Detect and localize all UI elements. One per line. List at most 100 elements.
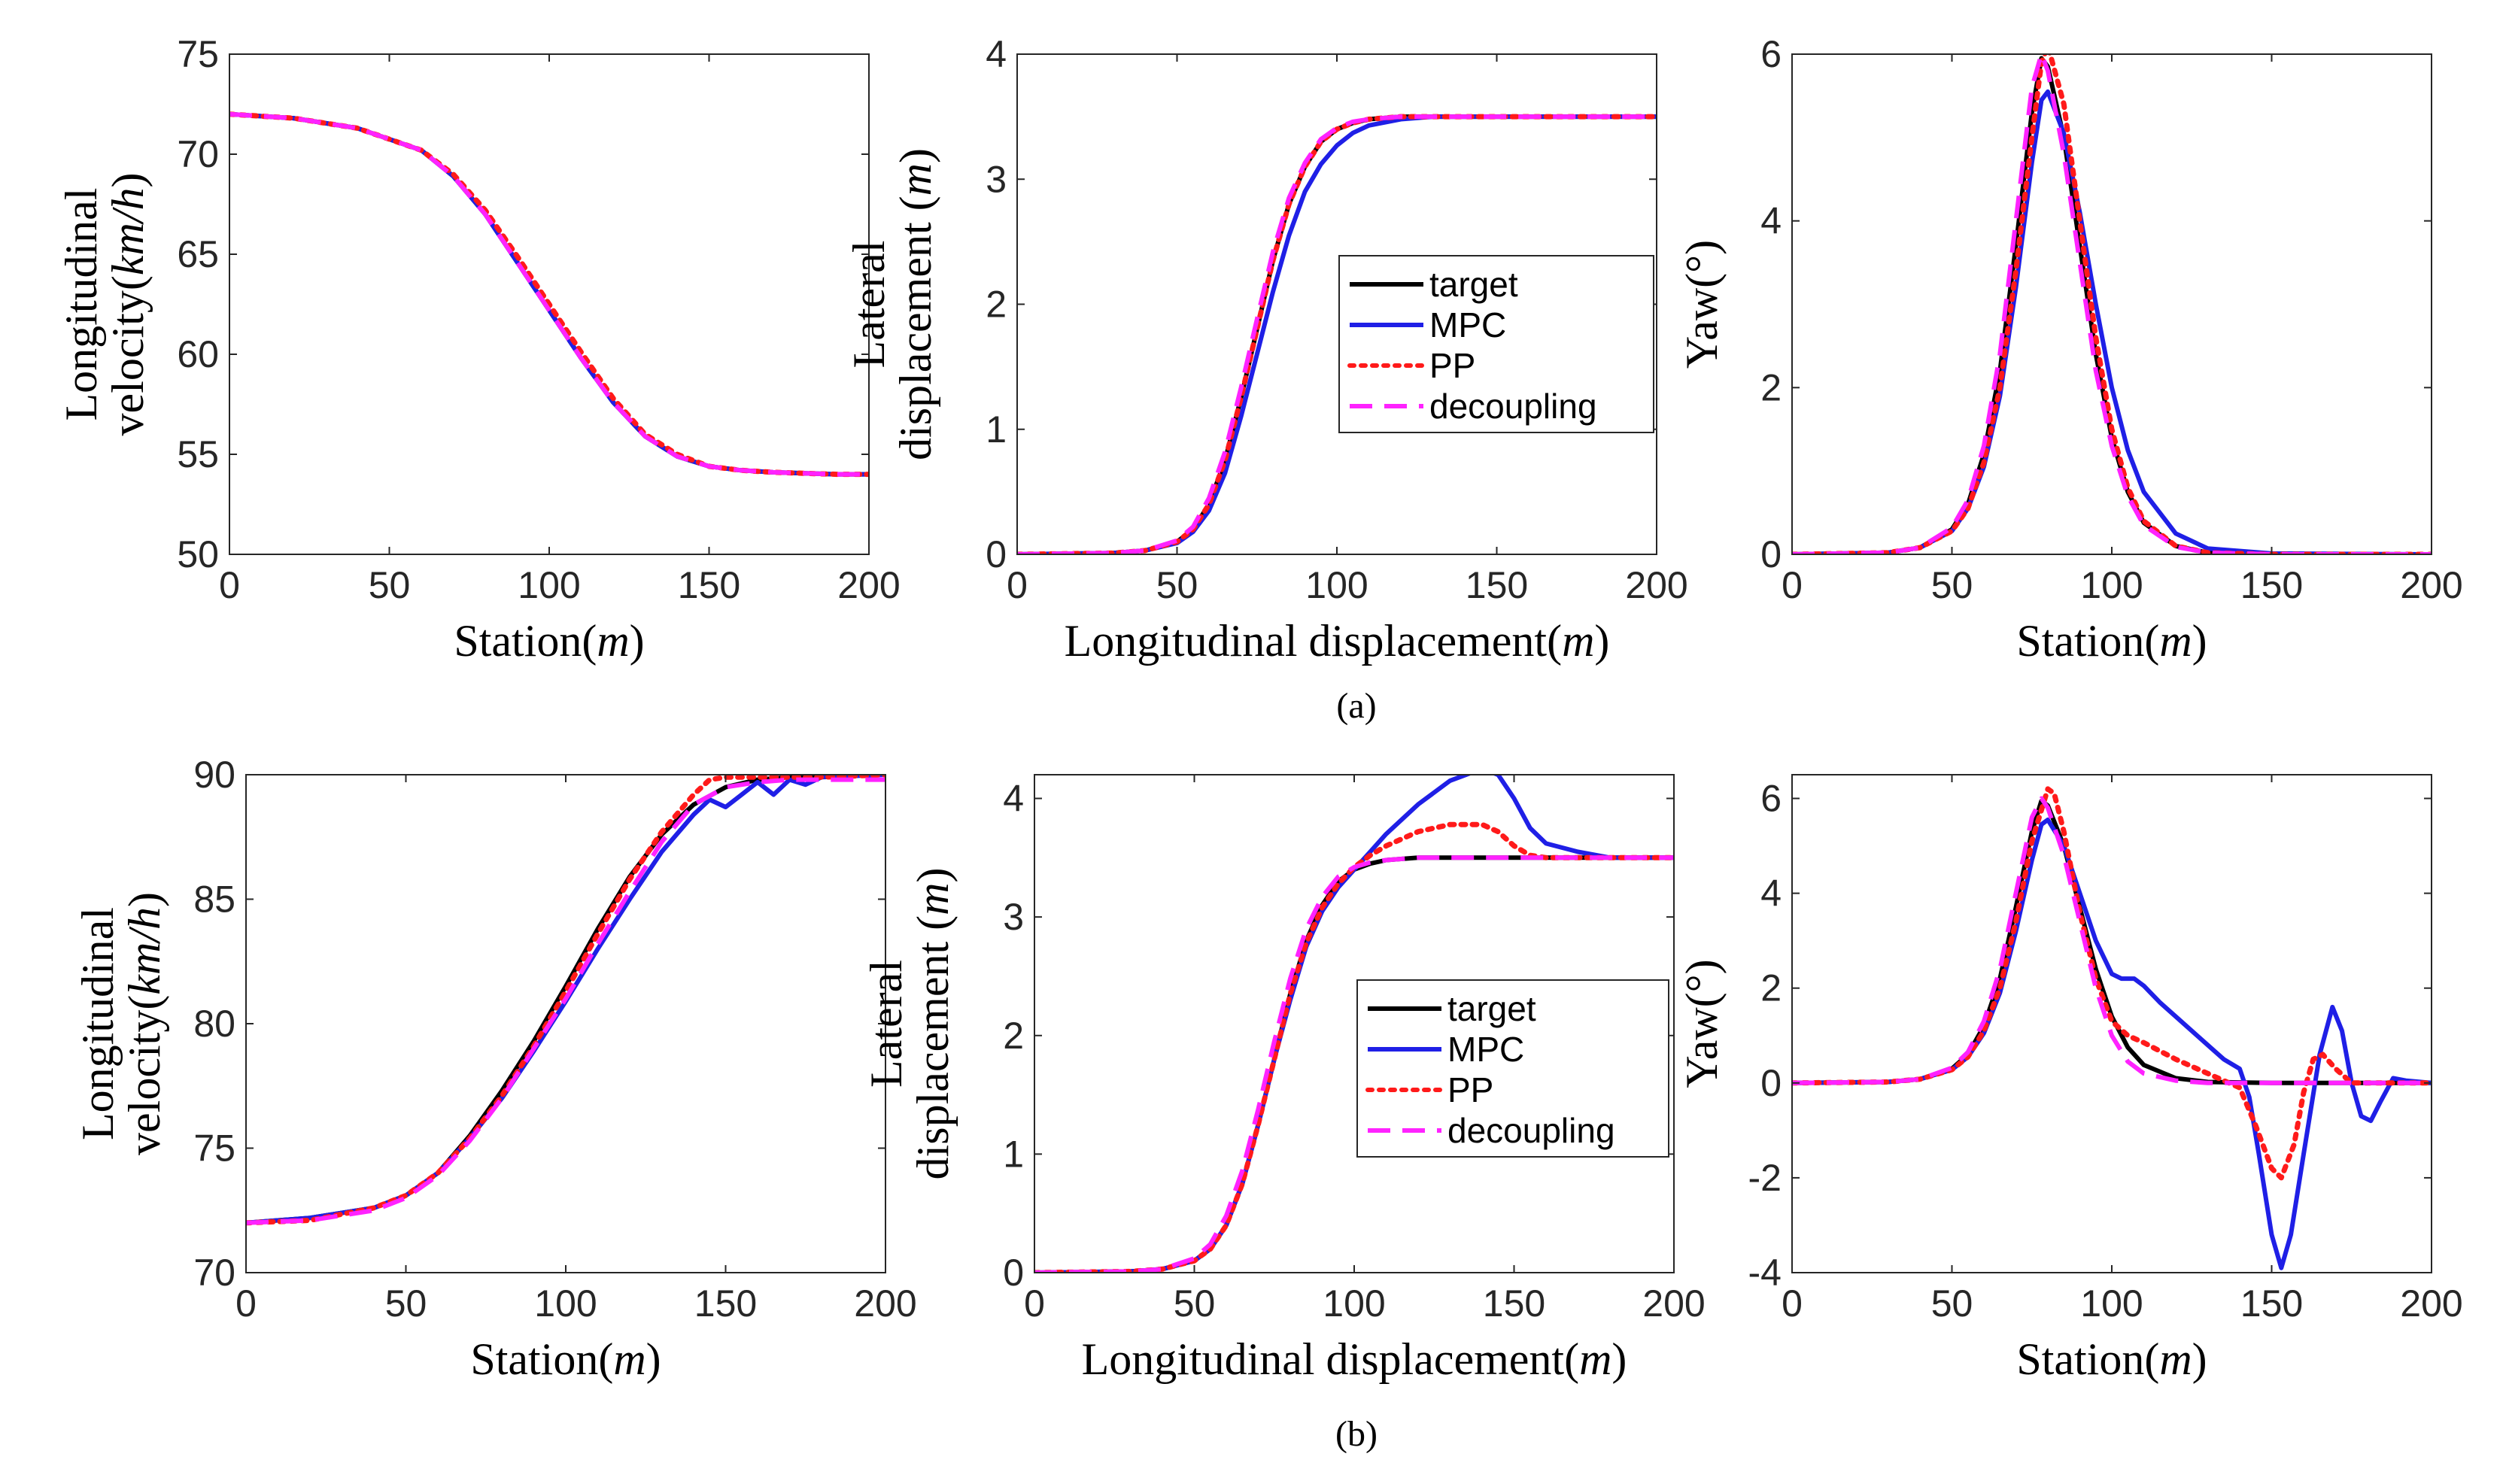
series-line-pp [229,111,869,478]
y-tick-label: 65 [177,233,219,275]
x-tick-label: 100 [518,564,580,606]
y-tick-label: 0 [986,533,1007,575]
series-line-decoupling [1017,114,1657,554]
x-tick-label: 50 [1156,564,1198,606]
legend-label-decoupling: decoupling [1447,1111,1615,1150]
series-line-mpc [229,111,869,477]
y-tick-label: 2 [1760,967,1782,1009]
y-axis-label-line1: Longitudinal [73,907,123,1140]
x-tick-label: 150 [694,1282,757,1325]
x-tick-label: 150 [1466,564,1528,606]
x-tick-label: 0 [1024,1282,1045,1325]
y-tick-label: 2 [1760,366,1782,408]
series-group [1017,114,1657,554]
y-axis-label-line1: Lateral [844,241,894,369]
x-tick-label: 100 [2080,1282,2143,1325]
x-tick-label: 200 [1642,1282,1705,1325]
x-tick-label: 150 [1483,1282,1545,1325]
y-tick-label: 50 [177,533,219,575]
y-axis-label-line2: displacement (m) [891,148,940,460]
x-tick-label: 0 [235,1282,257,1325]
axes-box [1791,774,2432,1273]
x-tick-label: 100 [1323,1282,1385,1325]
x-tick-label: 100 [1305,564,1368,606]
series-line-decoupling [229,111,869,477]
series-line-pp [1017,114,1657,554]
x-tick-label: 150 [678,564,740,606]
y-tick-label: 1 [986,408,1007,451]
legend-label-pp: PP [1429,346,1475,385]
y-axis-label-line2: Yaw(°) [1677,959,1727,1088]
x-axis-label: Station(m) [2016,1334,2207,1384]
y-tick-label: 80 [193,1003,235,1045]
y-tick-label: 0 [1760,533,1782,575]
series-line-pp [1034,821,1674,1273]
y-tick-label: 3 [986,158,1007,200]
series-line-target [1792,798,2432,1085]
legend-label-target: target [1429,265,1518,304]
y-axis-label-line2: velocity(km/h) [120,892,169,1155]
series-line-decoupling [246,777,885,1225]
series-line-decoupling [1792,796,2432,1085]
x-tick-label: 50 [385,1282,427,1325]
x-tick-label: 200 [2400,1282,2462,1325]
y-tick-label: 90 [193,754,235,796]
y-tick-label: 70 [177,133,219,175]
legend-label-pp: PP [1447,1070,1493,1109]
chart-b1: 0 50 100 150 200 70 75 80 85 90 Station(m) Longitud… [73,754,917,1384]
x-tick-label: 50 [369,564,411,606]
y-tick-label: 60 [177,333,219,375]
y-tick-label: 4 [1003,778,1024,820]
chart-b3: 0 50 100 150 200 -4 -2 0 2 4 6 Station(m) Yaw(°) [1677,774,2463,1384]
x-axis-label: Longitudinal displacement(m) [1065,616,1610,666]
caption-a: (a) [1336,686,1376,726]
series-group [1792,54,2432,554]
x-tick-label: 50 [1931,1282,1973,1325]
y-axis-label-line1: Lateral [861,960,911,1088]
y-tick-label: 6 [1760,778,1782,820]
series-line-pp [1792,54,2432,554]
series-line-pp [1792,786,2432,1181]
y-tick-label: 2 [986,284,1007,326]
x-axis-label: Station(m) [2016,616,2207,666]
y-axis-label-line2: displacement (m) [908,868,958,1180]
axes-box [1791,53,2432,555]
y-tick-label: 85 [193,879,235,921]
y-axis-label-line2: Yaw(°) [1677,240,1727,369]
x-tick-label: 150 [2240,1282,2303,1325]
axes-box [245,774,886,1273]
legend-label-decoupling: decoupling [1429,387,1597,426]
y-axis-label-line2: velocity(km/h) [103,173,153,436]
series-group [1792,786,2432,1270]
y-tick-label: 0 [1003,1252,1024,1294]
y-tick-label: 0 [1760,1062,1782,1104]
series-line-target [1792,56,2432,554]
y-tick-label: -4 [1748,1252,1782,1294]
x-tick-label: 0 [219,564,240,606]
series-line-decoupling [1034,855,1674,1273]
chart-b2: 0 50 100 150 200 0 1 2 3 4 Longitudinal displaceme… [861,774,1706,1384]
x-axis-label: Longitudinal displacement(m) [1082,1334,1627,1384]
x-tick-label: 0 [1782,1282,1803,1325]
x-tick-label: 200 [2400,564,2462,606]
x-tick-label: 150 [2240,564,2303,606]
series-group [1034,775,1674,1273]
y-tick-label: 4 [986,33,1007,75]
y-tick-label: 4 [1760,200,1782,242]
series-group [229,111,869,478]
y-tick-label: -2 [1748,1157,1782,1199]
series-line-pp [246,775,885,1226]
chart-a1: 0 50 100 150 200505560657075Station(m)Longit… [56,33,901,666]
y-tick-label: 1 [1003,1133,1024,1175]
y-tick-label: 75 [193,1127,235,1170]
y-axis-label-line1: Longitudinal [56,188,106,421]
x-tick-label: 200 [854,1282,916,1325]
x-tick-label: 100 [2080,564,2143,606]
chart-a3: 0 50 100 150 200 0 2 4 6 Station(m) Yaw(°) [1677,33,2463,666]
series-line-decoupling [1792,54,2432,554]
x-tick-label: 0 [1782,564,1803,606]
legend-label-target: target [1447,989,1536,1028]
y-tick-label: 3 [1003,896,1024,938]
